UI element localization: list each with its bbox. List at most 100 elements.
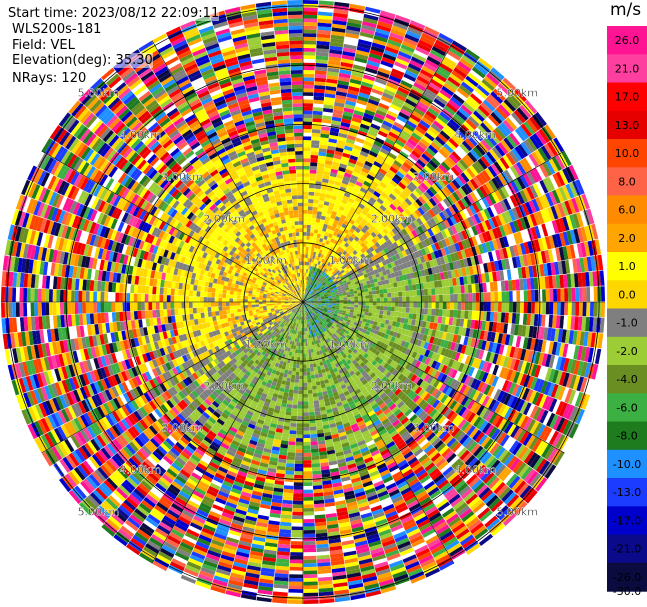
- range-gate: [303, 176, 310, 181]
- range-gate: [360, 199, 367, 207]
- range-gate: [424, 88, 437, 98]
- range-gate: [423, 282, 428, 289]
- range-gate: [454, 90, 468, 102]
- range-gate: [366, 174, 375, 181]
- range-gate: [431, 308, 436, 316]
- range-gate: [308, 397, 314, 402]
- range-gate: [404, 123, 415, 132]
- range-gate: [310, 444, 319, 450]
- range-gate: [303, 515, 315, 520]
- range-gate: [321, 118, 332, 124]
- range-gate: [493, 312, 498, 322]
- range-gate: [338, 189, 345, 196]
- range-gate: [322, 111, 333, 117]
- range-gate: [331, 116, 342, 122]
- range-gate: [332, 161, 340, 167]
- range-gate: [386, 196, 394, 204]
- range-gate: [357, 224, 364, 231]
- range-gate: [357, 310, 362, 315]
- range-gate: [352, 230, 359, 237]
- range-gate: [406, 296, 410, 302]
- range-gate: [303, 291, 305, 295]
- range-gate: [430, 49, 445, 60]
- range-gate: [357, 215, 364, 222]
- range-gate: [538, 302, 543, 314]
- range-gate: [345, 225, 351, 231]
- range-gate: [321, 258, 325, 263]
- range-gate: [303, 364, 307, 369]
- range-gate: [345, 168, 353, 175]
- range-gate: [308, 250, 311, 255]
- range-gate: [331, 27, 346, 33]
- range-gate: [403, 144, 414, 153]
- range-gate: [475, 302, 480, 311]
- range-gate: [332, 266, 337, 271]
- range-gate: [312, 255, 316, 260]
- range-gate: [386, 216, 394, 223]
- range-gate: [379, 289, 384, 294]
- range-gate: [342, 245, 347, 251]
- range-gate: [376, 302, 381, 306]
- range-gate: [303, 570, 318, 575]
- range-gate: [398, 291, 403, 297]
- range-gate: [303, 537, 316, 542]
- range-gate: [303, 508, 314, 512]
- range-gate: [348, 11, 364, 18]
- range-gate: [409, 296, 414, 302]
- range-gate: [308, 356, 313, 361]
- range-gate: [305, 296, 309, 300]
- range-gate: [348, 82, 361, 89]
- range-gate: [313, 396, 319, 401]
- range-gate: [406, 156, 417, 165]
- range-gate: [303, 29, 317, 34]
- range-gate: [330, 38, 344, 44]
- range-gate: [449, 286, 454, 294]
- range-gate: [367, 287, 373, 292]
- range-gate: [317, 159, 326, 164]
- range-gate: [419, 36, 435, 46]
- range-gate: [339, 217, 345, 224]
- range-gate: [373, 116, 384, 124]
- range-gate: [326, 209, 333, 215]
- range-gate: [425, 147, 436, 157]
- range-gate: [326, 78, 338, 84]
- range-gate: [383, 175, 392, 183]
- range-gate: [383, 297, 388, 302]
- range-gate: [303, 577, 318, 582]
- range-gate: [303, 298, 304, 302]
- range-gate: [303, 291, 305, 295]
- range-gate: [367, 283, 372, 289]
- range-gate: [303, 416, 310, 420]
- range-gate: [304, 268, 307, 273]
- range-gate: [303, 125, 312, 130]
- range-gate: [329, 172, 337, 178]
- range-gate: [307, 280, 310, 285]
- range-gate: [369, 167, 379, 175]
- range-gate: [575, 302, 580, 316]
- range-gate: [336, 298, 340, 301]
- range-gate: [354, 302, 359, 305]
- range-gate: [303, 298, 304, 302]
- range-gate: [324, 231, 330, 237]
- range-gate: [350, 299, 355, 302]
- range-gate: [468, 293, 473, 302]
- range-gate: [305, 243, 309, 247]
- range-gate: [303, 265, 305, 269]
- range-gate: [318, 148, 327, 153]
- range-gate: [433, 154, 444, 164]
- range-gate: [316, 166, 324, 171]
- range-gate: [464, 310, 469, 319]
- range-gate: [305, 287, 307, 292]
- range-gate: [313, 366, 318, 372]
- range-gate: [348, 158, 357, 165]
- range-gate: [345, 138, 355, 145]
- range-gate: [324, 89, 336, 95]
- range-gate: [398, 51, 412, 60]
- range-gate: [435, 39, 450, 50]
- range-gate: [406, 66, 420, 76]
- range-gate: [309, 277, 313, 282]
- range-gate: [431, 288, 436, 295]
- range-gate: [369, 49, 384, 57]
- range-gate: [450, 302, 454, 310]
- range-gate: [402, 162, 412, 171]
